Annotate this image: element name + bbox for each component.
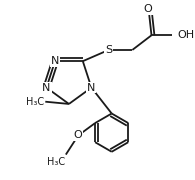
- Text: N: N: [87, 83, 96, 93]
- Text: N: N: [51, 56, 59, 66]
- Text: S: S: [105, 45, 112, 55]
- Text: O: O: [144, 4, 152, 14]
- Text: H₃C: H₃C: [26, 97, 44, 107]
- Text: H₃C: H₃C: [47, 157, 65, 167]
- Text: OH: OH: [177, 30, 195, 40]
- Text: N: N: [42, 83, 51, 93]
- Text: O: O: [74, 130, 83, 140]
